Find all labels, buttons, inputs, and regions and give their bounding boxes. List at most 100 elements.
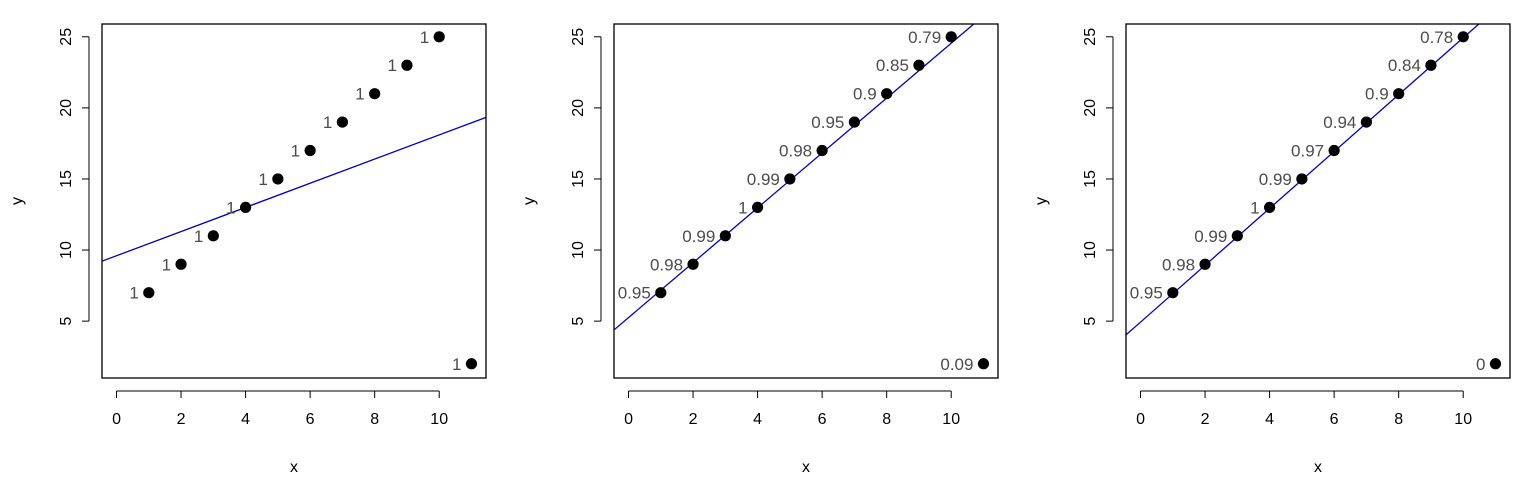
y-tick-label: 25: [58, 28, 75, 46]
point-label: 0.99: [1259, 170, 1292, 189]
data-point: [751, 201, 764, 213]
data-point: [369, 88, 381, 100]
point-label: 1: [129, 284, 138, 303]
data-point: [272, 173, 284, 185]
x-tick-label: 0: [624, 411, 633, 428]
point-label: 1: [323, 113, 332, 132]
point-label: 1: [291, 142, 300, 161]
data-point: [207, 230, 219, 242]
point-label: 1: [452, 355, 461, 374]
point-label: 0.84: [1388, 56, 1421, 75]
x-axis-label: x: [802, 459, 810, 476]
data-point: [1425, 59, 1437, 71]
x-tick-label: 4: [753, 411, 762, 428]
data-point: [719, 230, 731, 242]
y-axis-label: y: [1033, 197, 1050, 205]
point-label: 0.99: [1194, 227, 1227, 246]
data-point: [175, 258, 187, 270]
point-label: 0.98: [650, 255, 683, 274]
data-point: [1360, 116, 1373, 128]
point-label: 0.9: [853, 85, 877, 104]
point-label: 0.79: [908, 28, 941, 47]
point-label: 0.78: [1420, 28, 1453, 47]
y-tick-label: 5: [58, 317, 75, 326]
point-label: 0: [1476, 355, 1485, 374]
y-axis-label: y: [9, 197, 26, 205]
point-label: 1: [420, 28, 429, 47]
x-axis-label: x: [1314, 459, 1322, 476]
data-point: [655, 287, 667, 299]
data-point: [401, 59, 413, 71]
y-tick-label: 20: [570, 99, 587, 117]
y-tick-label: 10: [570, 241, 587, 259]
y-axis-label: y: [521, 197, 538, 205]
point-label: 0.95: [1130, 284, 1163, 303]
plot-frame: [101, 23, 487, 379]
data-point: [1199, 258, 1211, 270]
y-tick-label: 15: [570, 170, 587, 188]
x-tick-label: 10: [430, 411, 448, 428]
data-point: [465, 358, 478, 370]
x-tick-label: 0: [112, 411, 121, 428]
data-point: [881, 88, 893, 100]
x-tick-label: 6: [818, 411, 827, 428]
data-point: [913, 59, 925, 71]
point-label: 1: [258, 170, 267, 189]
x-tick-label: 2: [177, 411, 186, 428]
x-tick-label: 10: [1454, 411, 1472, 428]
y-tick-label: 5: [570, 317, 587, 326]
y-tick-label: 10: [58, 241, 75, 259]
point-label: 1: [194, 227, 203, 246]
y-tick-label: 25: [1082, 28, 1099, 46]
scatter-panel-1: x y 0 2 4 6 8 10 5 10 15 20 25 1 1 1 1 1 1 1 1 1 1 1: [9, 23, 487, 476]
scatter-panel-3: x y 0 2 4 6 8 105101520250.950.980.9910.990.9…: [1033, 23, 1511, 476]
data-point: [304, 144, 316, 157]
point-label: 1: [355, 85, 364, 104]
x-tick-label: 8: [882, 411, 891, 428]
data-point: [784, 173, 796, 185]
y-tick-label: 20: [1082, 99, 1099, 117]
point-label: 0.95: [811, 113, 844, 132]
point-label: 1: [1250, 198, 1259, 217]
data-point: [977, 358, 990, 370]
point-label: 0.9: [1365, 85, 1389, 104]
data-point: [1489, 358, 1502, 370]
data-point: [1296, 173, 1308, 185]
point-label: 0.85: [876, 56, 909, 75]
data-point: [433, 31, 445, 43]
x-tick-label: 10: [942, 411, 960, 428]
x-tick-label: 8: [370, 411, 379, 428]
y-tick-label: 5: [1082, 317, 1099, 326]
data-point: [848, 116, 861, 128]
data-point: [1263, 201, 1276, 213]
data-point: [687, 258, 699, 270]
x-tick-label: 2: [689, 411, 698, 428]
point-label: 0.99: [747, 170, 780, 189]
point-label: 0.09: [940, 355, 973, 374]
plot-frame: [613, 23, 999, 379]
y-tick-label: 25: [570, 28, 587, 46]
fit-line: [102, 116, 486, 262]
x-tick-label: 4: [1265, 411, 1274, 428]
x-tick-label: 6: [306, 411, 315, 428]
data-point: [1393, 88, 1405, 100]
data-point: [336, 116, 349, 128]
data-point: [816, 144, 828, 157]
point-label: 0.99: [682, 227, 715, 246]
data-point: [945, 31, 957, 43]
point-label: 1: [738, 198, 747, 217]
fit-line: [614, 24, 975, 331]
point-label: 1: [226, 198, 235, 217]
data-point: [1328, 144, 1340, 157]
x-tick-label: 4: [241, 411, 250, 428]
x-tick-label: 6: [1330, 411, 1339, 428]
x-axis-label: x: [290, 459, 298, 476]
scatter-panel-2: x y 0 2 4 6 8 105101520250.950.980.9910.990.9…: [521, 23, 999, 476]
plot-frame: [1125, 23, 1511, 379]
point-label: 1: [162, 255, 171, 274]
data-point: [239, 201, 252, 213]
x-tick-label: 8: [1394, 411, 1403, 428]
data-point: [1457, 31, 1469, 43]
data-point: [143, 287, 155, 299]
point-label: 1: [387, 56, 396, 75]
